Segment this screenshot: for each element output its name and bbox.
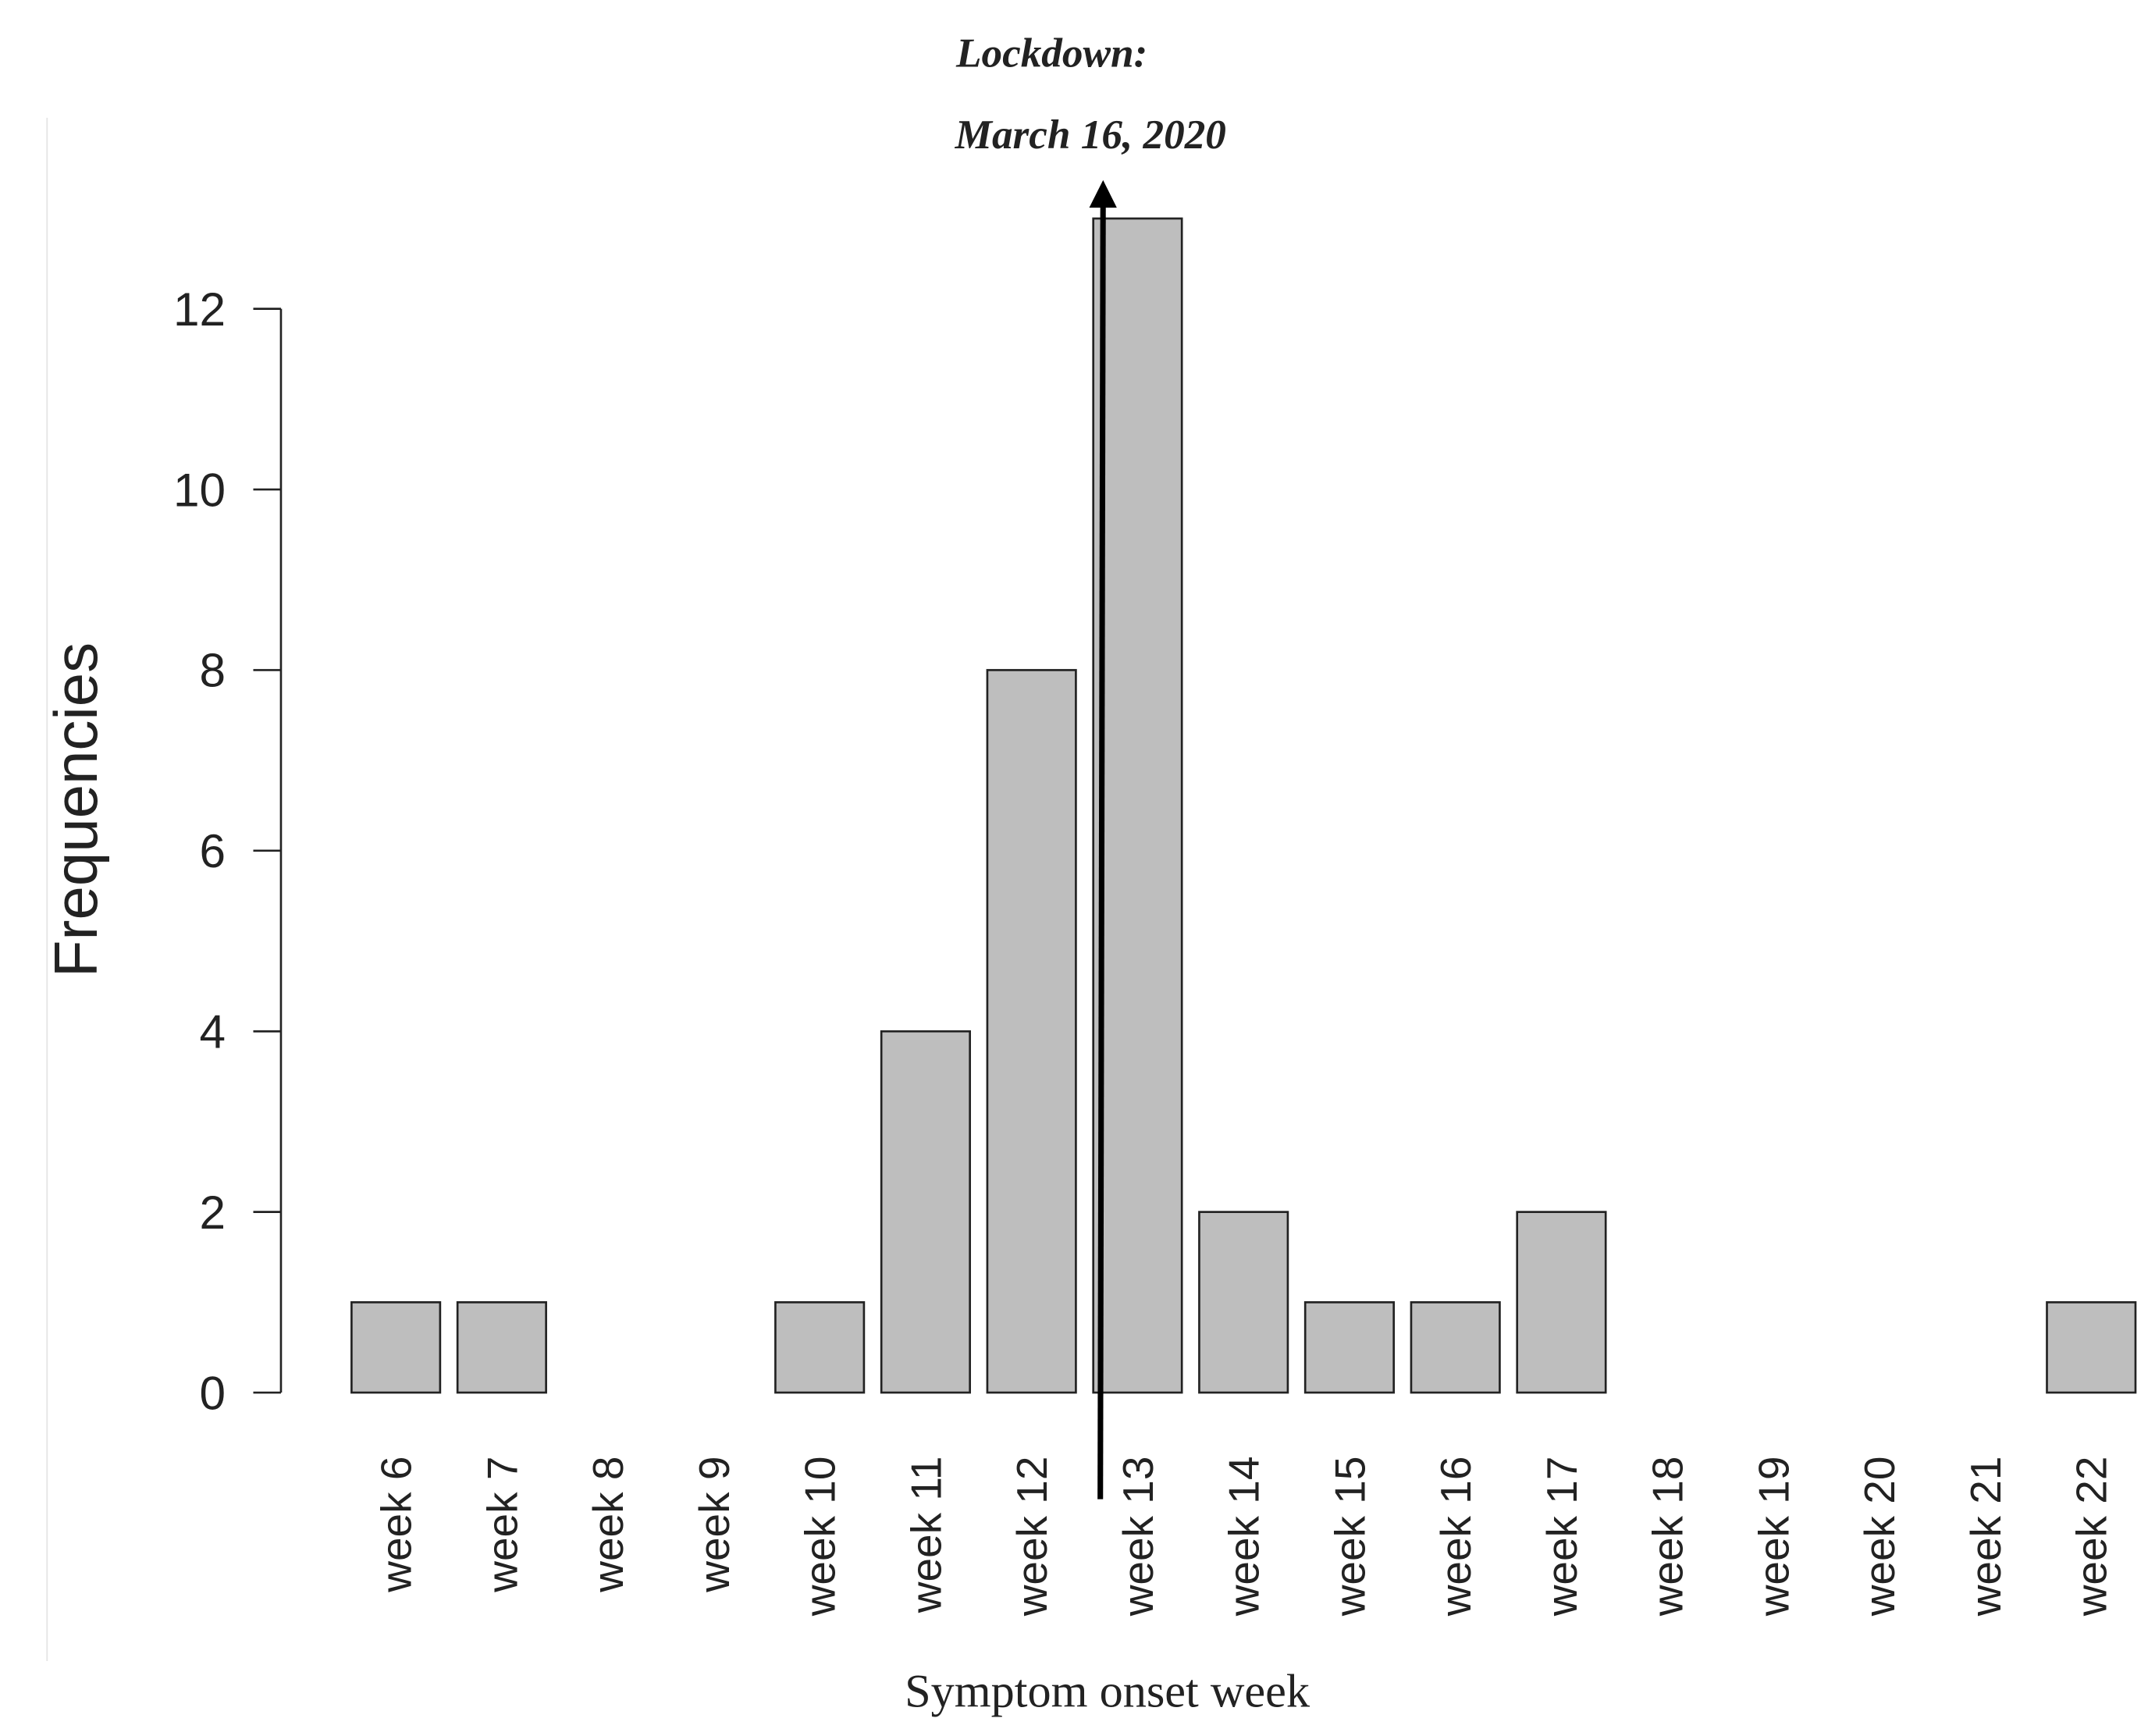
bar xyxy=(774,1301,866,1394)
bar xyxy=(1516,1211,1607,1394)
annotation: March 16, 2020 xyxy=(955,112,1226,158)
bar xyxy=(456,1301,547,1394)
y-tick-label: 8 xyxy=(199,644,226,697)
y-tick-label: 2 xyxy=(199,1186,226,1239)
x-tick-label: week 18 xyxy=(1644,1457,1692,1617)
bar xyxy=(1410,1301,1501,1394)
x-tick-label: week 19 xyxy=(1749,1457,1798,1617)
x-tick-label: week 22 xyxy=(2068,1457,2116,1617)
x-tick-label: week 17 xyxy=(1538,1457,1586,1617)
x-tick-label: week 12 xyxy=(1008,1457,1056,1617)
annotation: Lockdown: xyxy=(955,30,1147,76)
y-tick-label: 0 xyxy=(199,1366,226,1419)
x-tick-label: week 15 xyxy=(1325,1457,1374,1617)
x-axis-label: Symptom onset week xyxy=(905,1666,1310,1718)
x-tick-label: week 6 xyxy=(372,1457,421,1593)
y-tick-label: 12 xyxy=(173,283,226,336)
bar xyxy=(880,1030,971,1394)
x-tick-label: week 21 xyxy=(1961,1457,2010,1617)
bar xyxy=(1198,1211,1289,1394)
bar xyxy=(2046,1301,2137,1394)
x-tick-label: week 8 xyxy=(584,1457,632,1593)
y-tick-label: 10 xyxy=(173,463,226,516)
y-tick-label: 4 xyxy=(199,1005,226,1058)
x-tick-label: week 7 xyxy=(478,1457,526,1593)
bar xyxy=(986,669,1077,1394)
y-axis-label: Frequencies xyxy=(41,642,110,977)
x-tick-label: week 9 xyxy=(690,1457,738,1593)
x-tick-label: week 14 xyxy=(1220,1457,1268,1617)
bar xyxy=(350,1301,442,1394)
lockdown-arrow xyxy=(1089,180,1117,1499)
x-tick-label: week 10 xyxy=(796,1457,845,1617)
y-tick-label: 6 xyxy=(199,824,226,877)
x-tick-label: week 16 xyxy=(1431,1457,1480,1617)
bar xyxy=(1092,217,1183,1394)
x-tick-label: week 13 xyxy=(1114,1457,1162,1617)
bar xyxy=(1303,1301,1396,1394)
x-tick-label: week 20 xyxy=(1855,1457,1904,1617)
x-tick-label: week 11 xyxy=(902,1457,950,1614)
